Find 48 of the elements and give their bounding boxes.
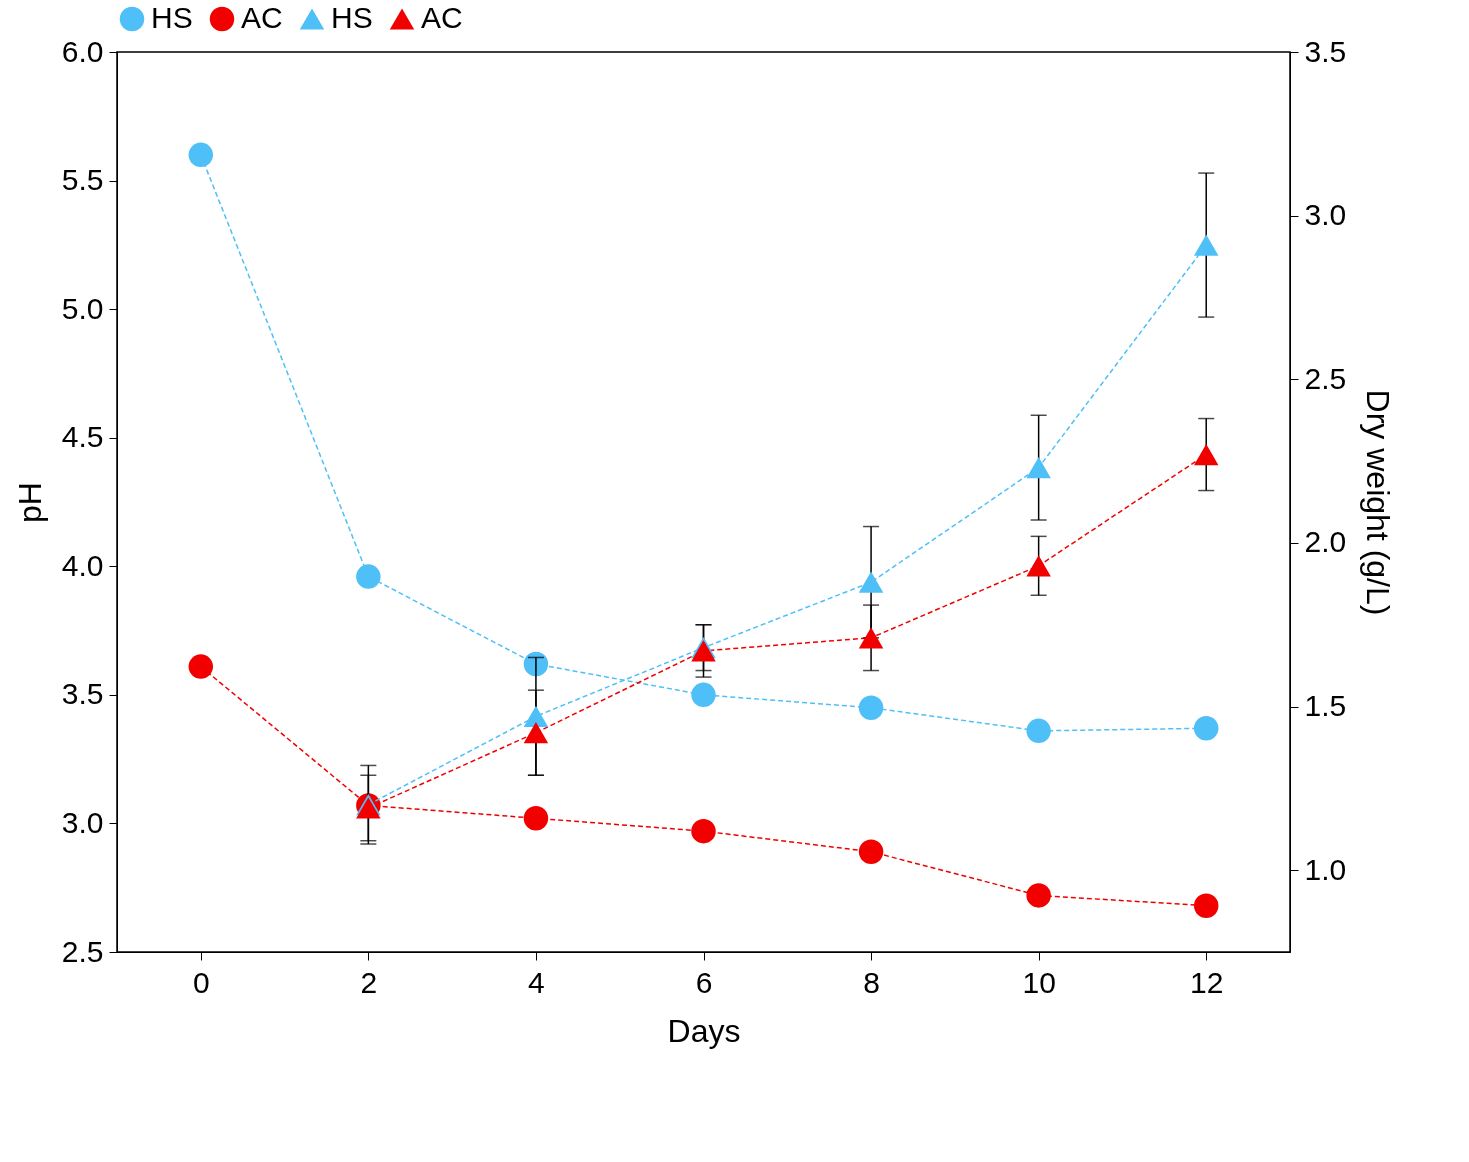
y2-tick-label: 3.0	[1304, 198, 1347, 232]
x-tick-label: 10	[1022, 965, 1056, 999]
legend-label: AC	[421, 1, 463, 34]
point	[858, 839, 884, 864]
x-axis-title: Days	[667, 1012, 741, 1049]
y2-tick-label: 3.5	[1304, 34, 1347, 68]
y-tick-label: 5.0	[61, 291, 104, 325]
point	[523, 705, 549, 727]
point	[1026, 457, 1051, 479]
y-tick-label: 4.0	[61, 548, 104, 582]
y2-tick-label: 2.5	[1304, 361, 1347, 395]
x-tick-label: 6	[695, 965, 713, 999]
point	[858, 627, 884, 649]
legend-label: HS	[151, 1, 193, 34]
y-tick-label: 3.0	[61, 805, 104, 839]
y2-tick-label: 2.0	[1304, 525, 1347, 559]
point	[1193, 893, 1219, 918]
point	[858, 571, 884, 593]
x-tick-label: 2	[360, 965, 378, 999]
point	[1026, 555, 1051, 577]
point	[1193, 443, 1219, 466]
point	[1193, 234, 1219, 256]
point	[188, 142, 214, 168]
y-tick-label: 6.0	[61, 34, 104, 68]
y-tick-label: 3.5	[61, 677, 104, 711]
point	[523, 806, 549, 831]
x-tick-label: 4	[528, 965, 545, 999]
legend-label: HS	[331, 1, 373, 34]
point	[858, 695, 884, 720]
y-tick-label: 2.5	[61, 934, 104, 968]
point	[356, 564, 381, 589]
y-tick-label: 5.5	[61, 163, 104, 197]
y2-axis-title: Dry weight (g/L)	[1360, 389, 1397, 616]
x-tick-label: 0	[192, 965, 210, 999]
point	[691, 818, 716, 844]
x-tick-label: 12	[1190, 965, 1224, 999]
y2-tick-label: 1.5	[1304, 689, 1347, 723]
point	[1193, 716, 1219, 741]
y2-tick-label: 1.0	[1304, 852, 1347, 886]
point	[691, 682, 716, 708]
x-tick-label: 8	[863, 965, 880, 999]
point	[188, 654, 214, 679]
point	[523, 722, 549, 744]
point	[1026, 883, 1051, 908]
legend-label: AC	[241, 1, 283, 34]
y-tick-label: 4.5	[61, 420, 104, 454]
y-axis-title: pH	[11, 482, 48, 523]
point	[1026, 718, 1051, 744]
